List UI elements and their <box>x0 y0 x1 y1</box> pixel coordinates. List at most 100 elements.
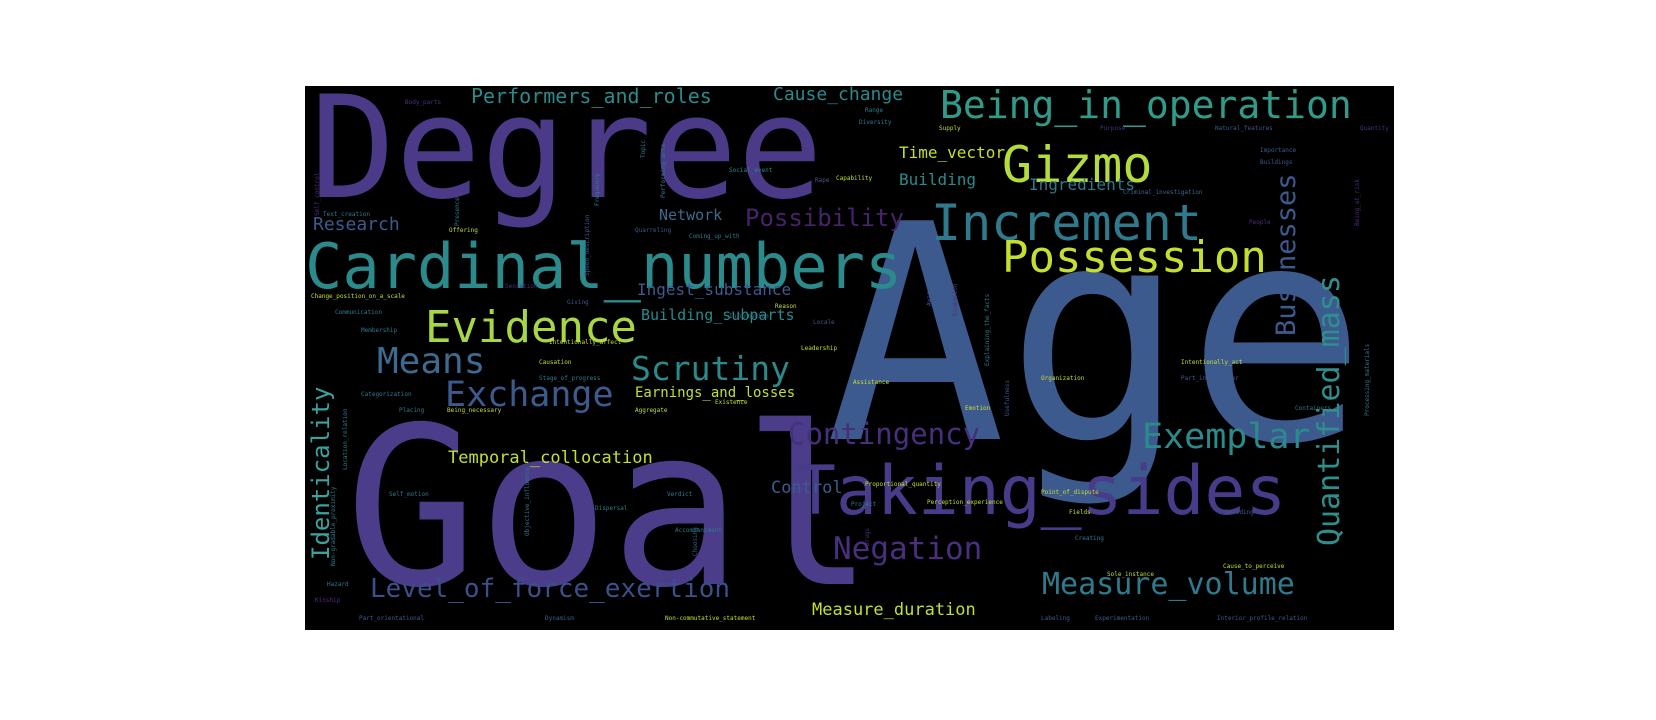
word-organization: Organization <box>1041 375 1085 382</box>
word-interior-profile-relation: Interior_profile_relation <box>1217 615 1308 622</box>
word-time-vector: Time_vector <box>899 143 1005 162</box>
word-non-gradable-proximity: Non-gradable_proximity <box>330 486 337 566</box>
word-research: Research <box>313 214 400 235</box>
word-performing-arts: Performing_arts <box>660 143 667 198</box>
word-range: Range <box>865 107 884 114</box>
word-causation: Causation <box>539 359 572 366</box>
word-earnings-and-losses: Earnings_and_losses <box>635 385 796 401</box>
word-temporal-collocation: Temporal_collocation <box>448 448 653 468</box>
word-natural-features: Natural_features <box>1215 125 1273 132</box>
word-emotion: Emotion <box>965 405 991 412</box>
word-measure-duration: Measure_duration <box>812 600 976 620</box>
word-labeling: Labeling <box>1041 615 1070 622</box>
word-quantity: Quantity <box>1360 125 1389 132</box>
word-kinship: Kinship <box>315 597 341 604</box>
word-leadership: Leadership <box>801 345 838 352</box>
word-stage-of-progress: Stage_of_progress <box>539 375 601 382</box>
word-being-necessary: Being_necessary <box>447 407 502 414</box>
word-means: Means <box>377 341 486 382</box>
word-perception-experience: Perception_experience <box>927 499 1003 506</box>
word-explaining-the-facts: Explaining_the_facts <box>984 293 991 366</box>
word-drugs: Drugs <box>864 527 871 546</box>
word-verdict: Verdict <box>667 491 693 498</box>
word-change-position: Change_position_on_a_scale <box>311 293 405 300</box>
word-locale: Locale <box>813 319 835 326</box>
word-possession: Possession <box>1002 232 1267 283</box>
word-project: Project <box>851 501 877 508</box>
word-measure-volume: Measure_volume <box>1042 567 1295 602</box>
word-building: Building <box>899 170 977 189</box>
word-assistance: Assistance <box>853 379 890 386</box>
word-hazard: Hazard <box>327 581 349 588</box>
word-speed-description: Speed_description <box>584 214 591 276</box>
word-exemplar: Exemplar <box>1142 417 1311 457</box>
word-experimentation: Experimentation <box>1095 615 1150 622</box>
word-self-motion: Self_motion <box>389 491 429 498</box>
word-categorization: Categorization <box>361 391 412 398</box>
word-decoding: Decoding <box>1225 509 1254 516</box>
word-exchange: Exchange <box>445 375 614 415</box>
word-offering: Offering <box>449 227 478 234</box>
word-dispersal: Dispersal <box>595 505 628 512</box>
word-people: People <box>1249 219 1271 226</box>
word-communication: Communication <box>335 309 382 316</box>
word-being-at-risk: Being_at_risk <box>1354 179 1361 226</box>
word-performers-and-roles: Performers_and_roles <box>471 86 712 108</box>
word-cause-to-perceive: Cause_to_perceive <box>1223 563 1285 570</box>
word-importance: Importance <box>1260 147 1297 154</box>
word-gizmo: Gizmo <box>1002 136 1153 194</box>
word-intentionally-act: Intentionally_act <box>1181 359 1243 366</box>
word-sensation: Sensation <box>505 283 538 290</box>
word-point-of-dispute: Point_of_dispute <box>1041 489 1099 496</box>
word-possibility: Possibility <box>745 204 904 232</box>
word-non-commutative-statement: Non-commutative_statement <box>665 615 756 622</box>
word-dynamism: Dynamism <box>545 615 574 622</box>
word-fields: Fields <box>1069 509 1091 516</box>
word-ingredients: Ingredients <box>1029 175 1135 194</box>
word-being-in-operation: Being_in_operation <box>940 86 1352 127</box>
word-evidence: Evidence <box>425 302 637 353</box>
word-part-inner-outer: Part_inner_outer <box>1181 375 1239 382</box>
word-capability: Capability <box>836 175 873 182</box>
word-building-subparts: Building_subparts <box>641 306 795 324</box>
word-usefulness: Usefulness <box>1004 379 1011 416</box>
word-coming-up-with: Coming_up_with <box>689 233 740 240</box>
word-self-control: Self_control <box>314 172 321 216</box>
word-social-event: Social_event <box>729 167 773 174</box>
word-cause-change: Cause_change <box>773 86 904 105</box>
word-objective-influence: Objective_influence <box>524 467 531 536</box>
word-taking-sides: Taking_sides <box>795 452 1287 531</box>
word-control: Control <box>771 478 843 498</box>
word-intentionally-affect: Intentionally_affect <box>549 339 622 346</box>
word-containers: Containers <box>1295 405 1332 412</box>
word-existence: Existence <box>715 399 748 406</box>
word-criminal-investigation: Criminal_investigation <box>1123 189 1203 196</box>
word-level-of-force-exertion: Level_of_force_exertion <box>370 574 731 604</box>
word-part-orientational: Part_orientational <box>359 615 425 622</box>
word-presence: Presence <box>454 197 461 226</box>
word-network: Network <box>659 206 723 224</box>
word-age: Age <box>825 161 1367 510</box>
word-reason: Reason <box>775 303 797 310</box>
word-buildings: Buildings <box>1260 159 1293 166</box>
word-information: Information <box>729 313 769 320</box>
word-membership: Membership <box>361 327 398 334</box>
word-body-parts: Body_parts <box>405 99 442 106</box>
word-diversity: Diversity <box>859 119 892 126</box>
word-proportional-quantity: Proportional_quantity <box>865 481 941 488</box>
word-degree: Degree <box>310 86 823 231</box>
word-giving: Giving <box>567 299 589 306</box>
word-choosing: Choosing <box>692 527 699 556</box>
word-ingest-substance: Ingest_substance <box>637 280 792 299</box>
word-contingency: Contingency <box>788 417 981 451</box>
word-topic: Topic <box>640 139 647 158</box>
word-quarreling: Quarreling <box>635 227 672 234</box>
word-cloud: Age Goal Degree Taking_sides Cardinal_nu… <box>305 86 1394 630</box>
word-supply: Supply <box>939 125 961 132</box>
word-processing-materials: Processing_materials <box>1364 343 1371 416</box>
word-negation: Negation <box>833 531 983 567</box>
word-scrutiny: Scrutiny <box>631 349 790 388</box>
word-rape: Rape <box>815 177 830 184</box>
word-purpose: Purpose <box>1100 125 1126 132</box>
